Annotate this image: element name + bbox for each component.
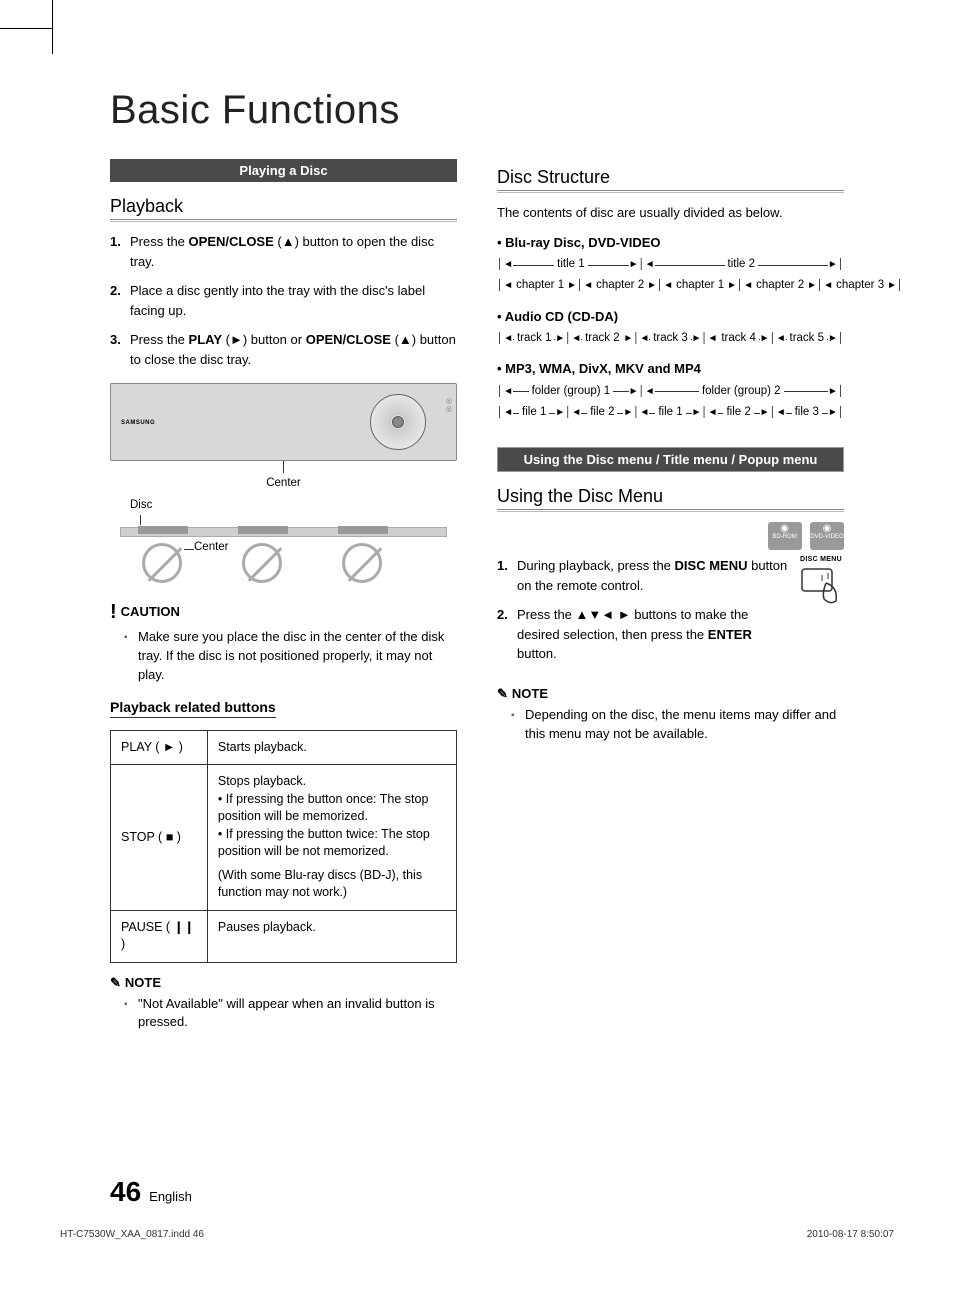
section-bar-playing: Playing a Disc [110, 159, 457, 182]
heading-disc-menu: Using the Disc Menu [497, 486, 844, 510]
step-3: Press the PLAY (►) button or OPEN/CLOSE … [110, 330, 457, 369]
disc-type-icons: ◎◎ [446, 398, 452, 415]
heading-playback: Playback [110, 196, 457, 220]
mp3-diagram: │◄folder (group) 1►│◄folder (group) 2►│ … [497, 381, 844, 424]
caution-text: Make sure you place the disc in the cent… [110, 628, 457, 685]
left-column: Playing a Disc Playback Press the OPEN/C… [110, 159, 457, 1032]
note-heading-left: ✎NOTE [110, 975, 457, 991]
brand-label: SAMSUNG [121, 420, 155, 426]
center-label: Center [110, 477, 457, 489]
right-column: Disc Structure The contents of disc are … [497, 159, 844, 1032]
badge-bdrom: BD-ROM [768, 522, 802, 550]
table-heading: Playback related buttons [110, 699, 276, 718]
manual-page: Basic Functions Playing a Disc Playback … [0, 0, 954, 1260]
player-diagram: SAMSUNG ◎◎ [110, 383, 457, 461]
caution-heading: !CAUTION [110, 601, 457, 624]
structure-list: • Blu-ray Disc, DVD-VIDEO │◄title 1►│◄ti… [497, 233, 844, 424]
content-columns: Playing a Disc Playback Press the OPEN/C… [110, 159, 844, 1032]
table-row: STOP ( ■ ) Stops playback. • If pressing… [111, 765, 457, 911]
structure-intro: The contents of disc are usually divided… [497, 203, 844, 223]
step-1: Press the OPEN/CLOSE (▲) button to open … [110, 232, 457, 271]
bluray-diagram: │◄title 1►│◄title 2►│ │◄chapter 1►│◄chap… [497, 254, 844, 297]
note-text-left: "Not Available" will appear when an inva… [110, 995, 457, 1033]
page-language: English [149, 1189, 192, 1204]
table-row: PAUSE ( ❙❙ ) Pauses playback. [111, 910, 457, 962]
remote-button-graphic: DISC MENU [798, 556, 844, 611]
print-info: HT-C7530W_XAA_0817.indd 46 2010-08-17 8:… [60, 1229, 894, 1240]
disc-menu-steps: During playback, press the DISC MENU but… [497, 556, 794, 664]
page-footer: 46 English [110, 1176, 844, 1208]
page-number: 46 [110, 1176, 141, 1208]
struct-head-3: • MP3, WMA, DivX, MKV and MP4 [497, 359, 844, 379]
tray-diagram: Disc Center [110, 499, 457, 589]
step-2: Press the ▲▼◄ ► buttons to make the desi… [497, 605, 794, 664]
step-2: Place a disc gently into the tray with t… [110, 281, 457, 320]
struct-head-2: • Audio CD (CD-DA) [497, 307, 844, 327]
cd-diagram: │◄track 1►│◄track 2►│◄track 3►│◄track 4►… [497, 328, 844, 349]
note-heading-right: ✎NOTE [497, 686, 844, 702]
table-row: PLAY ( ► ) Starts playback. [111, 730, 457, 765]
page-title: Basic Functions [110, 88, 844, 133]
disc-badges: BD-ROM DVD-VIDEO [497, 522, 844, 550]
print-date: 2010-08-17 8:50:07 [807, 1229, 894, 1240]
playback-steps: Press the OPEN/CLOSE (▲) button to open … [110, 232, 457, 369]
section-bar-menu: Using the Disc menu / Title menu / Popup… [497, 447, 844, 472]
struct-head-1: • Blu-ray Disc, DVD-VIDEO [497, 233, 844, 253]
print-file: HT-C7530W_XAA_0817.indd 46 [60, 1229, 204, 1240]
step-1: During playback, press the DISC MENU but… [497, 556, 794, 595]
disc-icon [370, 394, 426, 450]
heading-disc-structure: Disc Structure [497, 167, 844, 191]
badge-dvd: DVD-VIDEO [810, 522, 844, 550]
note-text-right: Depending on the disc, the menu items ma… [497, 706, 844, 744]
buttons-table: PLAY ( ► ) Starts playback. STOP ( ■ ) S… [110, 730, 457, 963]
